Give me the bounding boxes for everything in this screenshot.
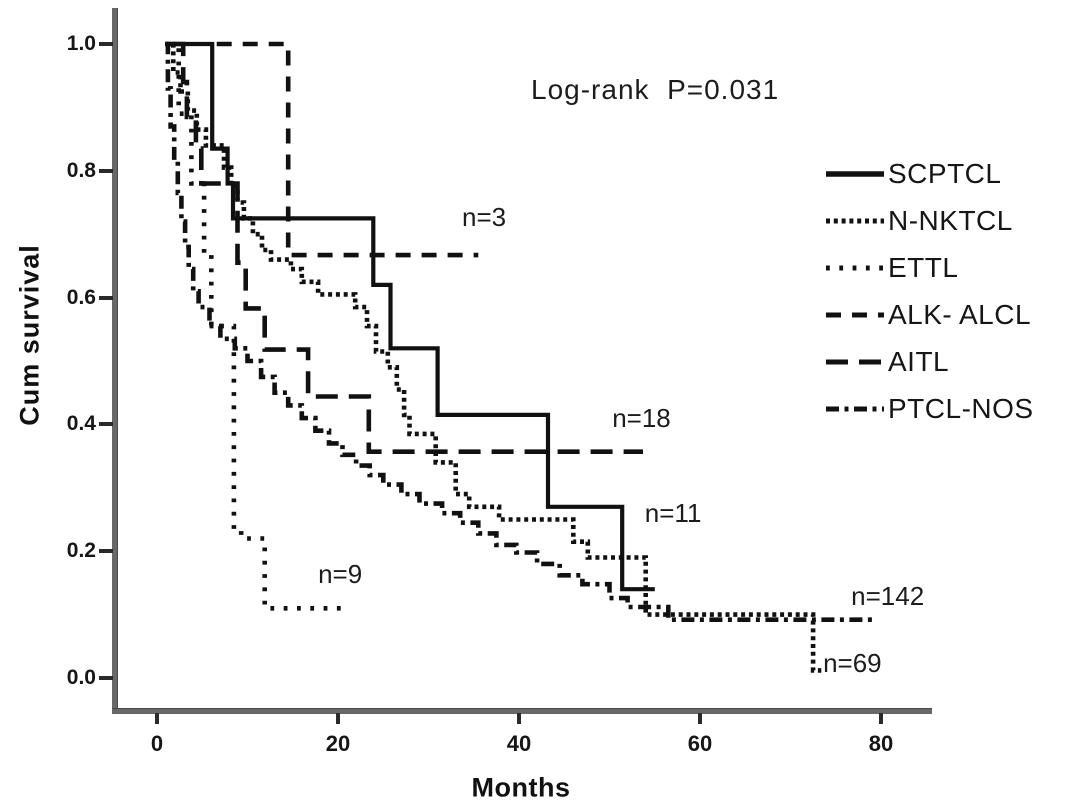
x-tick-label: 20 (325, 731, 351, 756)
legend-line-sample-dash-dot (826, 406, 884, 411)
legend-item-n-nktcl: N-NKTCL (826, 197, 1034, 244)
curve-ptcl-nos (165, 41, 874, 622)
y-tick-label: 0.8 (66, 158, 96, 182)
legend: SCPTCL N-NKTCL ETTL ALK- ALCL AITL PTCL-NOS (826, 150, 1034, 432)
legend-item-ptcl-nos: PTCL-NOS (826, 385, 1034, 432)
annotation-n-3: n=3 (461, 201, 507, 232)
legend-line-sample-dotted-dense (826, 218, 884, 223)
x-tick-mark (879, 713, 883, 724)
legend-item-ettl: ETTL (826, 244, 1034, 291)
legend-line-sample-solid (826, 170, 884, 177)
y-tick-mark (99, 422, 113, 427)
curve-scptcl (167, 41, 655, 592)
x-tick-mark (698, 713, 702, 724)
x-axis-line (112, 708, 932, 714)
annotation-n-69: n=69 (823, 647, 882, 678)
x-tick-label: 0 (150, 731, 164, 756)
legend-label: ETTL (888, 251, 959, 283)
y-axis-title: Cum survival (14, 244, 45, 426)
x-tick-label: 60 (687, 731, 713, 756)
x-tick-label: 40 (506, 731, 532, 756)
y-tick-label: 0.6 (66, 285, 96, 309)
y-tick-label: 0.2 (66, 539, 96, 563)
y-tick-label: 0.0 (66, 666, 96, 689)
x-tick-label: 80 (868, 731, 894, 756)
annotation-n-18: n=18 (612, 403, 671, 434)
legend-label: PTCL-NOS (888, 392, 1034, 424)
legend-label: SCPTCL (888, 157, 1002, 189)
legend-label: N-NKTCL (888, 204, 1013, 236)
curve-alk-alcl (216, 41, 479, 258)
x-tick-mark (336, 713, 340, 724)
curve-n-nktcl (165, 41, 822, 673)
x-tick-mark (517, 713, 521, 724)
y-tick-label: 0.4 (66, 412, 96, 436)
y-tick-mark (99, 676, 113, 680)
legend-item-aitl: AITL (826, 338, 1034, 385)
legend-line-sample-dashed (826, 312, 884, 317)
y-tick-label: 1.0 (66, 32, 96, 55)
annotation-n-11: n=11 (644, 498, 702, 529)
legend-line-sample-long-dash (826, 359, 884, 364)
y-tick-mark (99, 295, 113, 300)
log-rank-p-value: Log-rank P=0.031 (531, 74, 780, 105)
legend-item-scptcl: SCPTCL (826, 150, 1034, 197)
y-tick-mark (99, 168, 113, 173)
x-axis-title: Months (471, 772, 571, 803)
annotation-n-9: n=9 (318, 559, 363, 590)
y-tick-mark (99, 42, 113, 46)
annotation-n-142: n=142 (851, 580, 925, 611)
legend-label: AITL (888, 345, 950, 377)
curve-aitl (173, 41, 643, 454)
legend-line-sample-dotted-sparse (826, 265, 884, 270)
y-tick-mark (99, 549, 113, 554)
legend-label: ALK- ALCL (888, 298, 1032, 330)
x-tick-mark (155, 713, 159, 724)
legend-item-alk-alcl: ALK- ALCL (826, 291, 1034, 338)
y-axis-line (112, 8, 118, 713)
